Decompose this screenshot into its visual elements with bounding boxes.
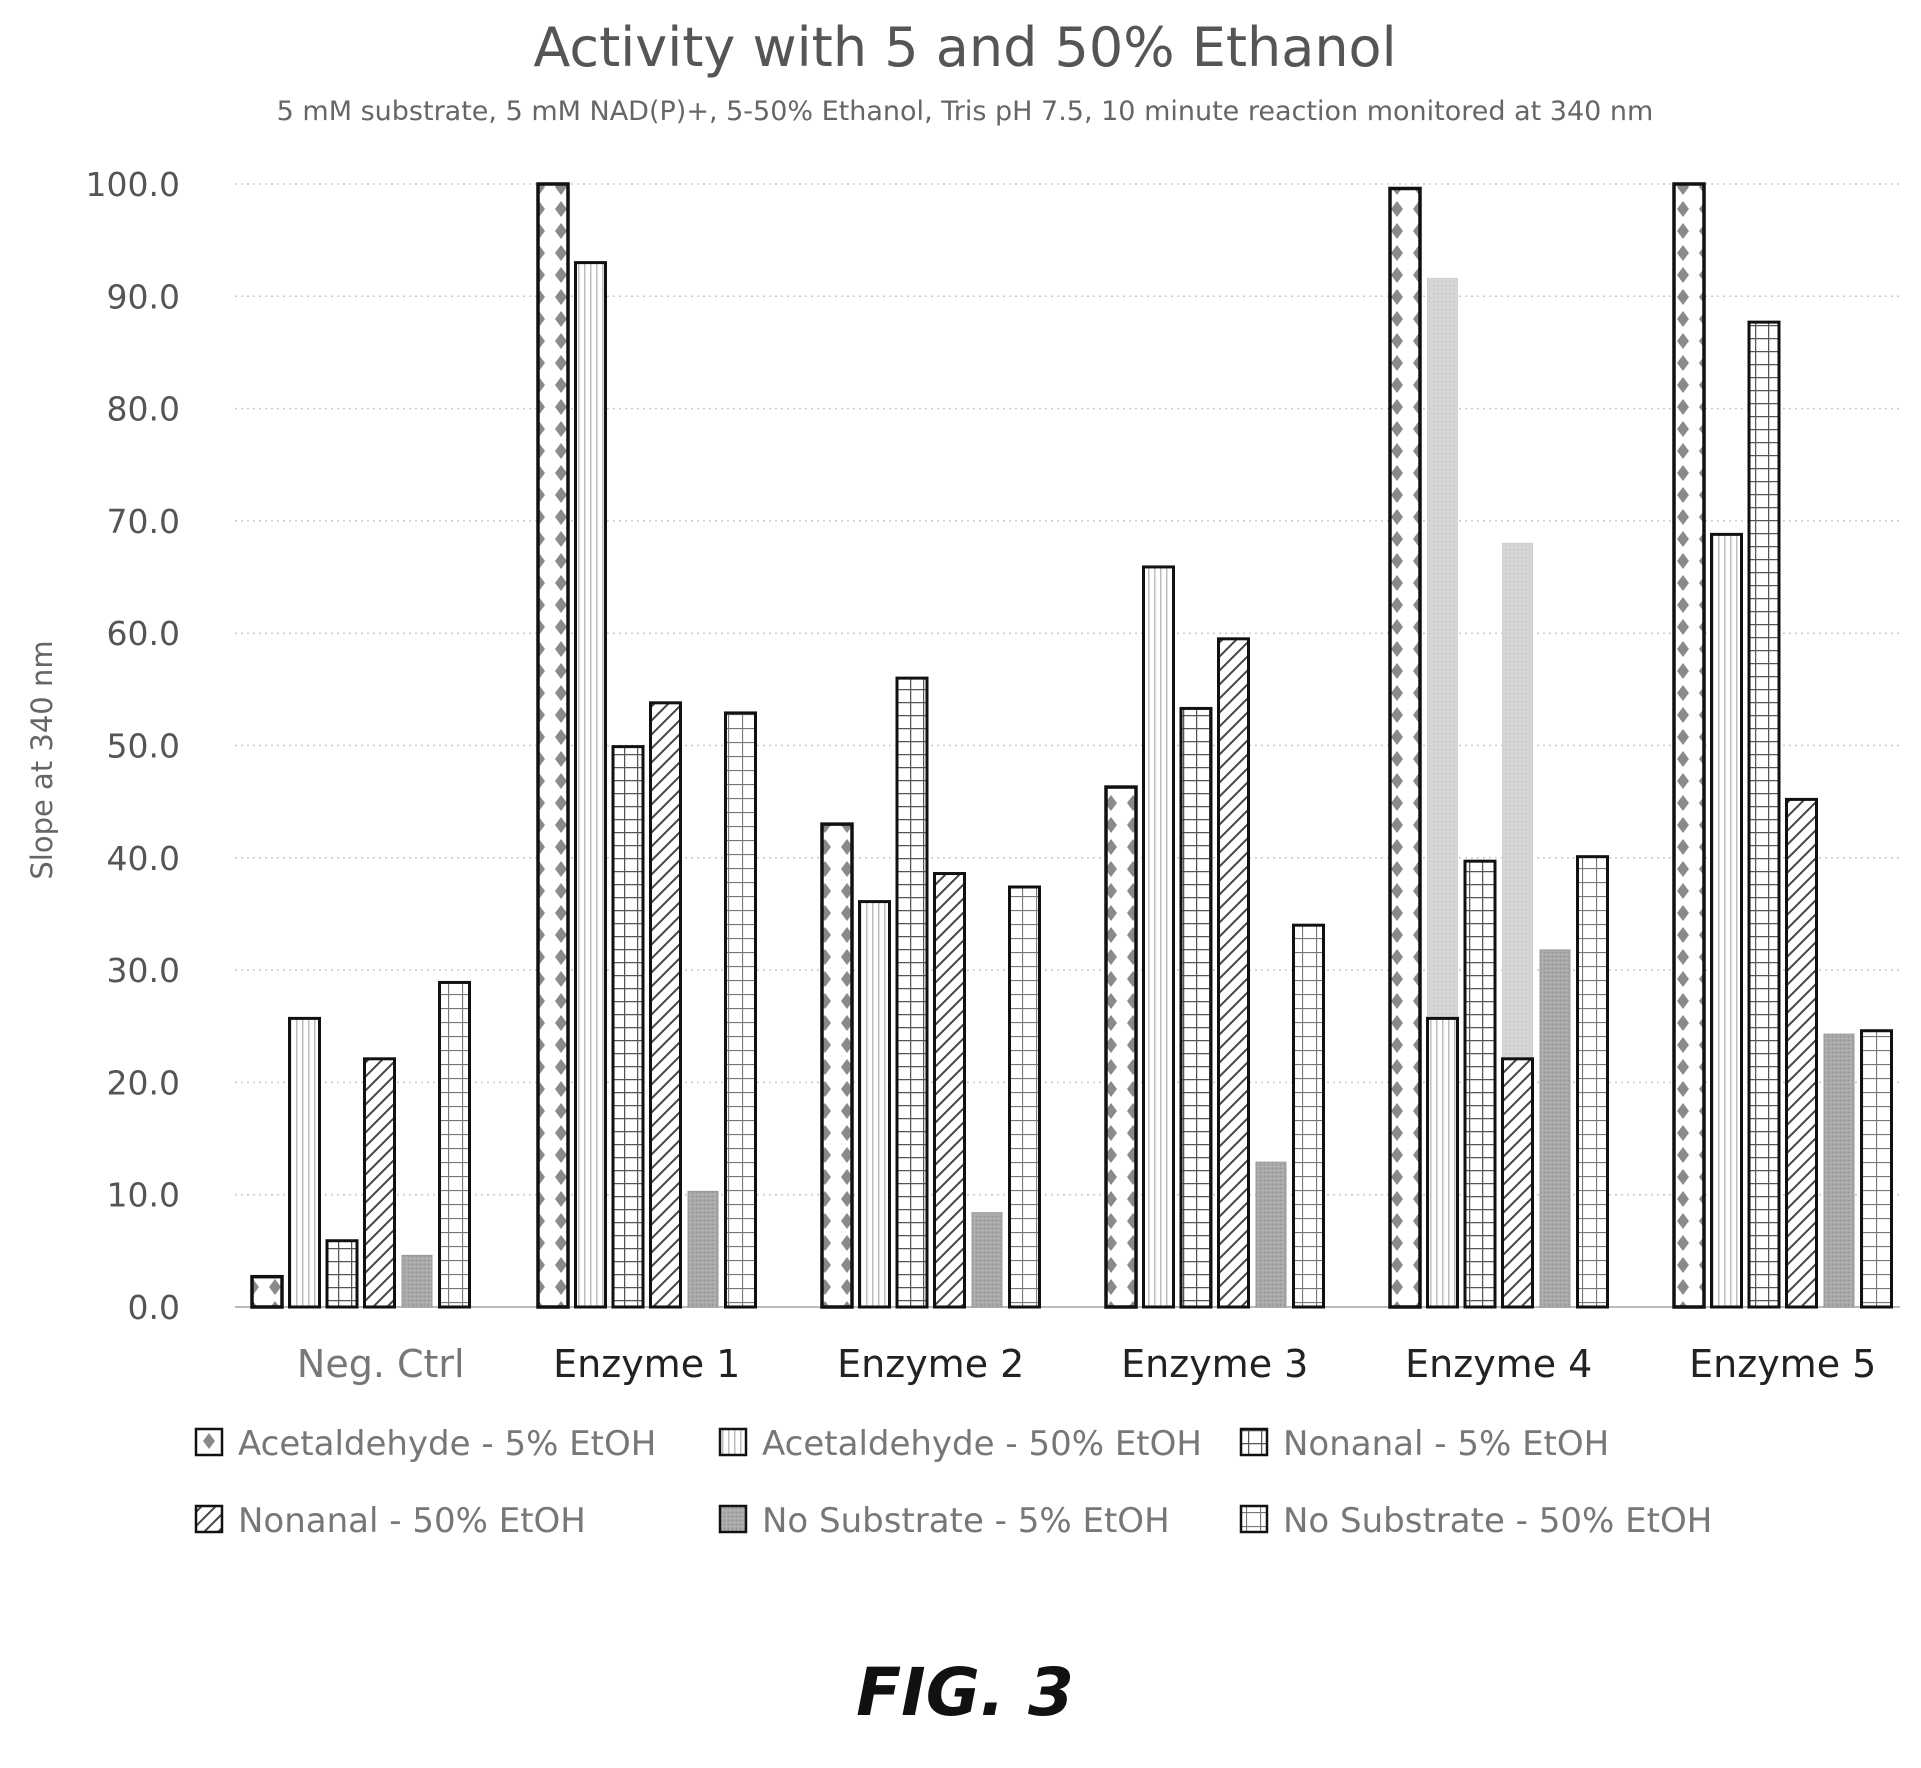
legend-label: Nonanal - 50% EtOH (238, 1501, 586, 1541)
bar (935, 874, 965, 1307)
y-tick-label: 20.0 (107, 1063, 180, 1102)
bar (688, 1191, 718, 1307)
bar (1428, 1018, 1458, 1307)
figure-label: FIG. 3 (856, 1654, 1074, 1731)
bar (1787, 799, 1817, 1307)
legend-swatch (1241, 1429, 1267, 1455)
y-tick-label: 10.0 (107, 1176, 180, 1215)
legend-swatch (196, 1429, 222, 1455)
chart-title: Activity with 5 and 50% Ethanol (533, 16, 1396, 79)
bar (365, 1059, 395, 1307)
y-tick-label: 90.0 (107, 277, 180, 316)
x-tick-label: Enzyme 1 (553, 1342, 740, 1386)
y-tick-label: 30.0 (107, 951, 180, 990)
bar (1181, 708, 1211, 1307)
bar (1219, 639, 1249, 1307)
bar (1674, 184, 1704, 1307)
y-axis-ticks: 0.0 10.0 20.0 30.0 40.0 50.0 60.0 70.0 80.0 90.0 1… (86, 165, 180, 1327)
legend-label: No Substrate - 5% EtOH (762, 1501, 1170, 1541)
bar (860, 902, 890, 1307)
bar (897, 678, 927, 1307)
bar (1824, 1034, 1854, 1307)
legend: Acetaldehyde - 5% EtOH Acetaldehyde - 50%… (196, 1424, 1712, 1541)
y-tick-label: 40.0 (107, 839, 180, 878)
bar (402, 1255, 432, 1307)
y-tick-label: 100.0 (86, 165, 180, 204)
bar (1749, 322, 1779, 1307)
bar (1503, 1059, 1533, 1307)
bar (290, 1018, 320, 1307)
bar (538, 184, 568, 1307)
bar (1144, 567, 1174, 1307)
bar (822, 824, 852, 1307)
y-axis-label: Slope at 340 nm (25, 640, 59, 879)
bar (576, 263, 606, 1307)
bar (252, 1277, 282, 1307)
bar (972, 1213, 1002, 1307)
bar (1294, 925, 1324, 1307)
bar (1578, 857, 1608, 1307)
bar (1862, 1031, 1892, 1307)
x-tick-label: Enzyme 3 (1121, 1342, 1308, 1386)
legend-swatch (196, 1506, 222, 1532)
bar (1256, 1162, 1286, 1307)
bar (1010, 887, 1040, 1307)
legend-swatch (720, 1429, 746, 1455)
bar (1540, 950, 1570, 1307)
y-tick-label: 80.0 (107, 390, 180, 429)
bar (327, 1241, 357, 1307)
y-tick-label: 0.0 (128, 1288, 180, 1327)
gridlines (235, 184, 1900, 1195)
bar (613, 747, 643, 1307)
legend-swatch (1241, 1506, 1267, 1532)
y-tick-label: 60.0 (107, 614, 180, 653)
x-axis-ticks: Neg. Ctrl Enzyme 1 Enzyme 2 Enzyme 3 Enzyme … (297, 1342, 1876, 1386)
legend-swatch (720, 1506, 746, 1532)
bar (1465, 861, 1495, 1307)
bar (440, 982, 470, 1307)
x-tick-label: Enzyme 4 (1405, 1342, 1592, 1386)
bar (726, 713, 756, 1307)
y-tick-label: 70.0 (107, 502, 180, 541)
x-tick-label: Enzyme 5 (1689, 1342, 1876, 1386)
chart-subtitle: 5 mM substrate, 5 mM NAD(P)+, 5-50% Etha… (277, 96, 1654, 127)
legend-label: No Substrate - 50% EtOH (1283, 1501, 1712, 1541)
x-tick-label: Neg. Ctrl (297, 1342, 465, 1386)
bar (651, 703, 681, 1307)
x-tick-label: Enzyme 2 (837, 1342, 1024, 1386)
bar (1712, 534, 1742, 1307)
bar (1106, 787, 1136, 1307)
y-tick-label: 50.0 (107, 727, 180, 766)
bar (1390, 188, 1420, 1307)
legend-label: Acetaldehyde - 5% EtOH (238, 1424, 656, 1464)
legend-label: Acetaldehyde - 50% EtOH (762, 1424, 1202, 1464)
legend-label: Nonanal - 5% EtOH (1283, 1424, 1609, 1464)
